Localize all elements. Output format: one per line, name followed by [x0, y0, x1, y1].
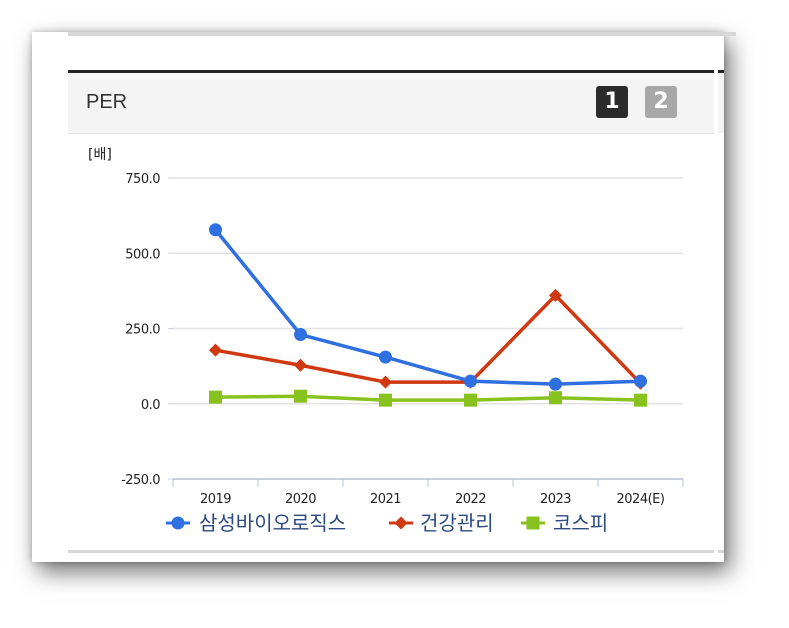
y-tick-label: 0.0 [141, 398, 160, 413]
x-tick-label: 2021 [370, 492, 401, 507]
header-right-stub [718, 70, 724, 133]
data-point [209, 343, 222, 357]
data-point [379, 375, 392, 389]
data-point [209, 223, 222, 237]
data-point [634, 393, 647, 407]
data-point [464, 374, 477, 388]
data-point [294, 389, 307, 403]
data-point [549, 288, 562, 302]
page-2-button[interactable]: 2 [645, 86, 677, 118]
data-point [294, 358, 307, 372]
data-point [464, 393, 477, 407]
bottom-divider-right [718, 550, 724, 553]
data-point [379, 393, 392, 407]
data-point [549, 377, 562, 391]
panel-header: PER 1 2 [68, 70, 714, 134]
data-point [209, 390, 222, 404]
y-tick-label: -250.0 [121, 473, 160, 488]
bottom-divider [68, 550, 714, 553]
page-1-button[interactable]: 1 [596, 86, 628, 118]
data-point [634, 374, 647, 388]
y-tick-label: 750.0 [125, 172, 160, 187]
series-line [215, 293, 642, 385]
x-tick-label: 2022 [455, 492, 486, 507]
series-line [215, 394, 641, 402]
y-tick-label: 500.0 [125, 247, 160, 262]
legend-label: 코스피 [553, 511, 608, 535]
data-point [294, 328, 307, 342]
legend-label: 건강관리 [420, 511, 494, 535]
legend-marker [171, 516, 185, 530]
x-tick-label: 2020 [285, 492, 316, 507]
per-panel: PER 1 2 [32, 32, 736, 562]
top-divider-right [715, 32, 724, 36]
y-unit-label: [배] [88, 147, 112, 163]
data-point [549, 391, 562, 405]
legend-marker [526, 516, 540, 530]
y-tick-label: 250.0 [125, 323, 160, 338]
panel-title: PER [86, 91, 128, 113]
x-tick-label: 2023 [540, 492, 571, 507]
legend-marker [394, 516, 408, 530]
x-tick-label: 2019 [200, 492, 231, 507]
x-tick-label: 2024(E) [617, 492, 665, 507]
series-line [214, 228, 641, 386]
top-divider [68, 32, 736, 36]
data-point [379, 350, 392, 364]
legend-label: 삼성바이오로직스 [199, 511, 346, 535]
